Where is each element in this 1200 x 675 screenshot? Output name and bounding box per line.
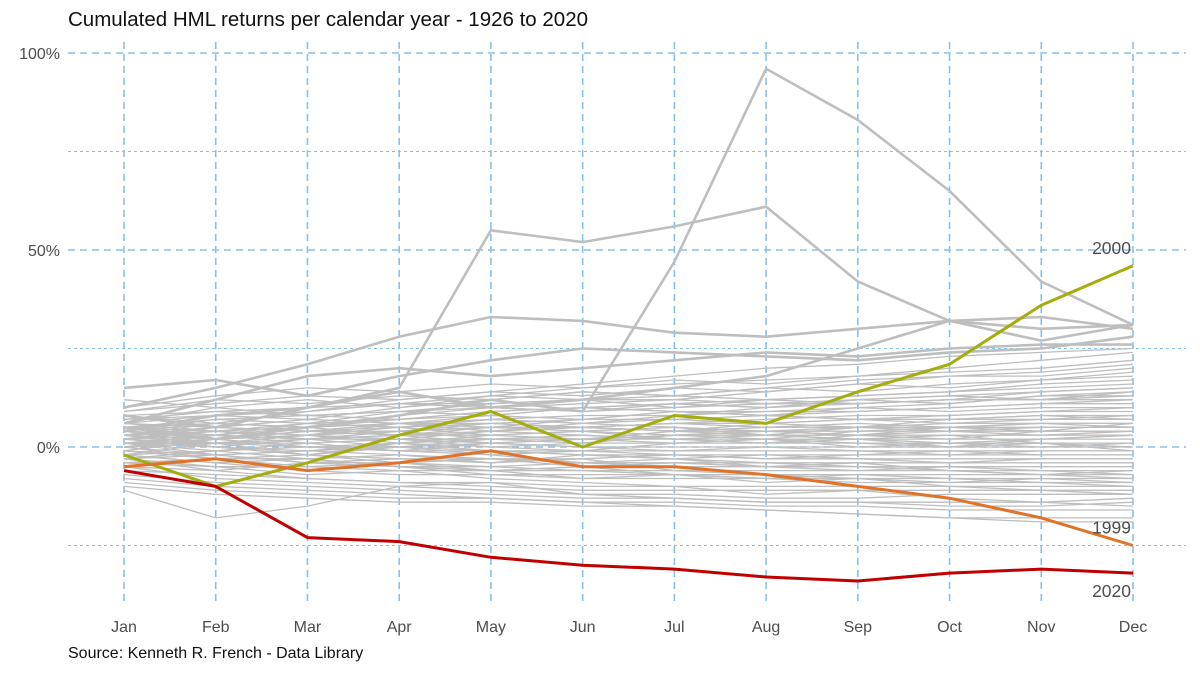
x-tick-label: Sep bbox=[844, 619, 873, 636]
series-line-1999 bbox=[123, 449, 1134, 547]
series-label-1999: 1999 bbox=[1092, 518, 1131, 538]
x-tick-label: Oct bbox=[937, 619, 962, 636]
background-series-line bbox=[123, 414, 1134, 444]
background-series bbox=[123, 67, 1134, 523]
background-series-line bbox=[123, 438, 1133, 460]
background-series-line bbox=[123, 422, 1134, 452]
background-series-line bbox=[123, 442, 1134, 484]
background-series-line bbox=[123, 434, 1133, 456]
highlight-series bbox=[123, 264, 1134, 583]
background-series-line bbox=[123, 426, 1134, 452]
x-axis-tick-labels: Jan Feb Mar Apr May Jun Jul Aug Sep Oct Nov Dec bbox=[111, 619, 1147, 636]
x-tick-label: Feb bbox=[202, 619, 230, 636]
y-tick-label: 0% bbox=[37, 440, 60, 457]
x-tick-label: Aug bbox=[752, 619, 780, 636]
background-series-line bbox=[123, 410, 1133, 436]
y-tick-label: 100% bbox=[19, 46, 60, 63]
background-series-line bbox=[123, 387, 1134, 417]
background-series-line bbox=[123, 335, 1134, 398]
series-label-2000: 2000 bbox=[1092, 238, 1131, 258]
background-series-line bbox=[123, 434, 1133, 456]
x-tick-label: Nov bbox=[1027, 619, 1055, 636]
x-tick-label: Jul bbox=[664, 619, 684, 636]
background-series-line bbox=[123, 363, 1134, 440]
background-series-line bbox=[123, 399, 1133, 421]
background-series-line bbox=[123, 414, 1134, 436]
background-series-line bbox=[123, 458, 1134, 507]
background-series-line bbox=[123, 473, 1134, 507]
x-tick-label: Dec bbox=[1119, 619, 1147, 636]
x-tick-label: May bbox=[476, 619, 506, 636]
background-series-line bbox=[123, 359, 1134, 409]
y-axis-tick-labels: 0% 50% 100% bbox=[19, 46, 60, 457]
background-series-line bbox=[123, 422, 1134, 460]
chart-title: Cumulated HML returns per calendar year … bbox=[68, 8, 588, 31]
background-series-line bbox=[123, 395, 1133, 425]
series-label-2020: 2020 bbox=[1092, 581, 1131, 601]
series-line-2000 bbox=[123, 264, 1134, 488]
background-series-line bbox=[123, 205, 1134, 429]
background-series-line bbox=[123, 434, 1134, 456]
background-series-line bbox=[123, 442, 1133, 452]
background-series-line bbox=[123, 418, 1134, 448]
background-series-line bbox=[123, 481, 1133, 519]
x-tick-label: Apr bbox=[387, 619, 413, 636]
x-tick-label: Jan bbox=[111, 619, 137, 636]
background-series-line bbox=[123, 442, 1133, 480]
x-tick-label: Mar bbox=[294, 619, 322, 636]
x-tick-label: Jun bbox=[570, 619, 596, 636]
background-series-line bbox=[123, 315, 1134, 409]
background-series-line bbox=[123, 351, 1134, 425]
background-series-line bbox=[123, 458, 1133, 491]
background-series-line bbox=[123, 430, 1133, 448]
background-series-line bbox=[123, 481, 1133, 519]
background-series-line bbox=[123, 383, 1134, 425]
y-tick-label: 50% bbox=[28, 243, 60, 260]
series-end-labels: 2000 1999 2020 bbox=[1092, 238, 1131, 601]
background-series-line bbox=[123, 485, 1133, 523]
series-line-2020 bbox=[123, 469, 1134, 583]
background-series-line bbox=[123, 454, 1134, 480]
background-series-line bbox=[123, 454, 1134, 495]
background-series-line bbox=[123, 343, 1133, 425]
background-series-line bbox=[123, 391, 1134, 432]
background-series-line bbox=[123, 477, 1133, 511]
background-series-line bbox=[123, 367, 1134, 421]
background-series-line bbox=[123, 387, 1134, 428]
background-series-line bbox=[123, 375, 1134, 413]
source-caption: Source: Kenneth R. French - Data Library bbox=[68, 645, 364, 662]
